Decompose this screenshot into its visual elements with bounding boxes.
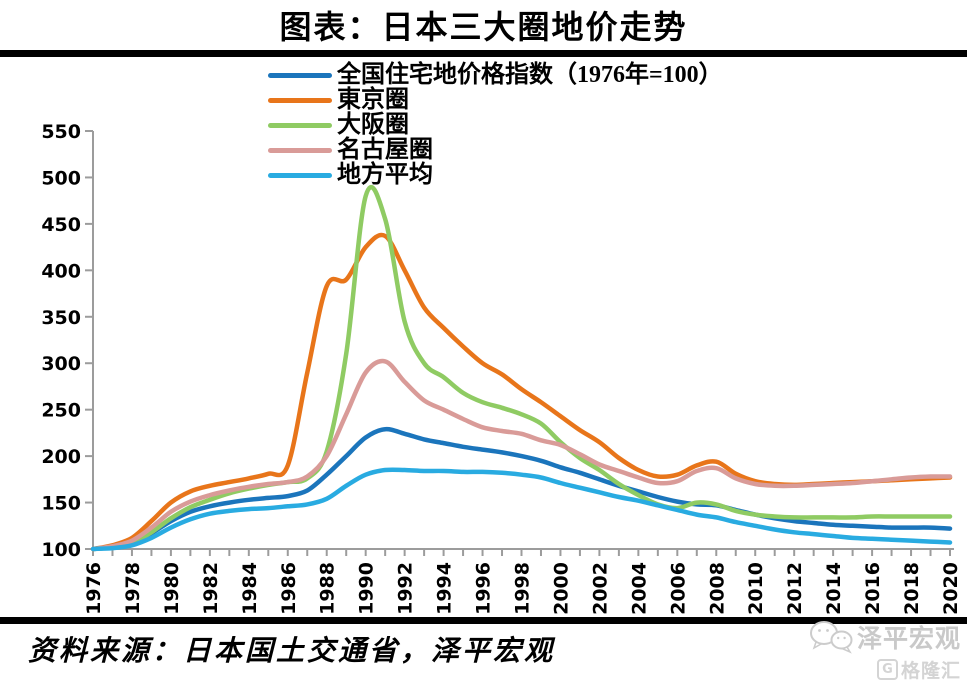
page-title: 图表：日本三大圈地价走势 bbox=[279, 9, 688, 45]
y-tick-label: 300 bbox=[41, 353, 81, 375]
y-tick-label: 250 bbox=[41, 400, 81, 422]
watermark-publisher-text: 格隆汇 bbox=[900, 661, 961, 682]
series-line-regional bbox=[90, 467, 953, 552]
legend-swatch-tokyo bbox=[268, 98, 332, 103]
x-tick-label: 2008 bbox=[706, 562, 728, 615]
legend-item-osaka: 大阪圈 bbox=[268, 113, 723, 138]
legend-swatch-national bbox=[268, 73, 332, 78]
watermark-publisher-row: G 格隆汇 bbox=[761, 656, 961, 683]
x-tick-label: 1976 bbox=[83, 562, 105, 615]
legend-item-tokyo: 東京圈 bbox=[268, 88, 723, 113]
y-tick-label: 500 bbox=[41, 167, 81, 189]
x-tick-label: 2006 bbox=[667, 562, 689, 615]
legend-label-national: 全国住宅地价格指数（1976年=100） bbox=[337, 62, 723, 88]
wechat-icon bbox=[809, 621, 853, 654]
x-tick-label: 2016 bbox=[862, 562, 884, 615]
x-tick-label: 1982 bbox=[200, 562, 222, 615]
y-tick-label: 450 bbox=[41, 214, 81, 236]
x-tick-label: 1988 bbox=[317, 562, 339, 615]
x-tick-label: 1992 bbox=[395, 562, 417, 615]
gelonghui-logo-icon: G bbox=[876, 659, 898, 680]
legend-item-regional: 地方平均 bbox=[268, 163, 723, 188]
x-tick-label: 1980 bbox=[161, 562, 183, 615]
x-tick-label: 1990 bbox=[356, 562, 378, 615]
x-tick-label: 2000 bbox=[550, 562, 572, 615]
chart-legend: 全国住宅地价格指数（1976年=100） 東京圈 大阪圈 名古屋圈 地方平均 bbox=[268, 63, 723, 188]
series-line-national bbox=[90, 426, 953, 552]
watermark: 泽平宏观 G 格隆汇 bbox=[761, 619, 961, 683]
x-tick-label: 2012 bbox=[784, 562, 806, 615]
legend-item-nagoya: 名古屋圈 bbox=[268, 138, 723, 163]
footer-divider bbox=[0, 617, 967, 624]
x-tick-label: 1994 bbox=[434, 562, 456, 615]
legend-swatch-nagoya bbox=[268, 148, 332, 153]
legend-label-tokyo: 東京圈 bbox=[337, 87, 409, 113]
y-tick-label: 150 bbox=[41, 493, 81, 515]
y-tick-label: 400 bbox=[41, 260, 81, 282]
legend-label-osaka: 大阪圈 bbox=[337, 112, 409, 138]
x-tick-label: 2014 bbox=[823, 562, 845, 615]
legend-label-nagoya: 名古屋圈 bbox=[337, 137, 433, 163]
series-line-osaka bbox=[90, 185, 953, 552]
x-tick-label: 1986 bbox=[278, 562, 300, 615]
y-tick-label: 200 bbox=[41, 446, 81, 468]
source-note: 资料来源：日本国土交通省，泽平宏观 bbox=[28, 636, 556, 667]
watermark-brand-text: 泽平宏观 bbox=[856, 626, 961, 653]
watermark-brand-row: 泽平宏观 bbox=[761, 619, 961, 655]
title-divider-top bbox=[0, 50, 967, 57]
series-line-nagoya bbox=[90, 358, 953, 552]
y-tick-label: 100 bbox=[41, 539, 81, 561]
x-tick-label: 1996 bbox=[473, 562, 495, 615]
legend-swatch-regional bbox=[268, 173, 332, 178]
x-tick-label: 2004 bbox=[628, 562, 650, 615]
y-tick-label: 350 bbox=[41, 307, 81, 329]
x-tick-label: 1978 bbox=[122, 562, 144, 615]
legend-label-regional: 地方平均 bbox=[337, 162, 433, 188]
y-tick-label: 550 bbox=[41, 121, 81, 143]
x-tick-label: 2010 bbox=[745, 562, 767, 615]
x-tick-label: 2018 bbox=[901, 562, 923, 615]
legend-item-national: 全国住宅地价格指数（1976年=100） bbox=[268, 63, 723, 88]
x-tick-label: 2002 bbox=[589, 562, 611, 615]
x-tick-label: 2020 bbox=[940, 562, 962, 615]
x-tick-label: 1998 bbox=[512, 562, 534, 615]
x-tick-label: 1984 bbox=[239, 562, 261, 615]
legend-swatch-osaka bbox=[268, 123, 332, 128]
